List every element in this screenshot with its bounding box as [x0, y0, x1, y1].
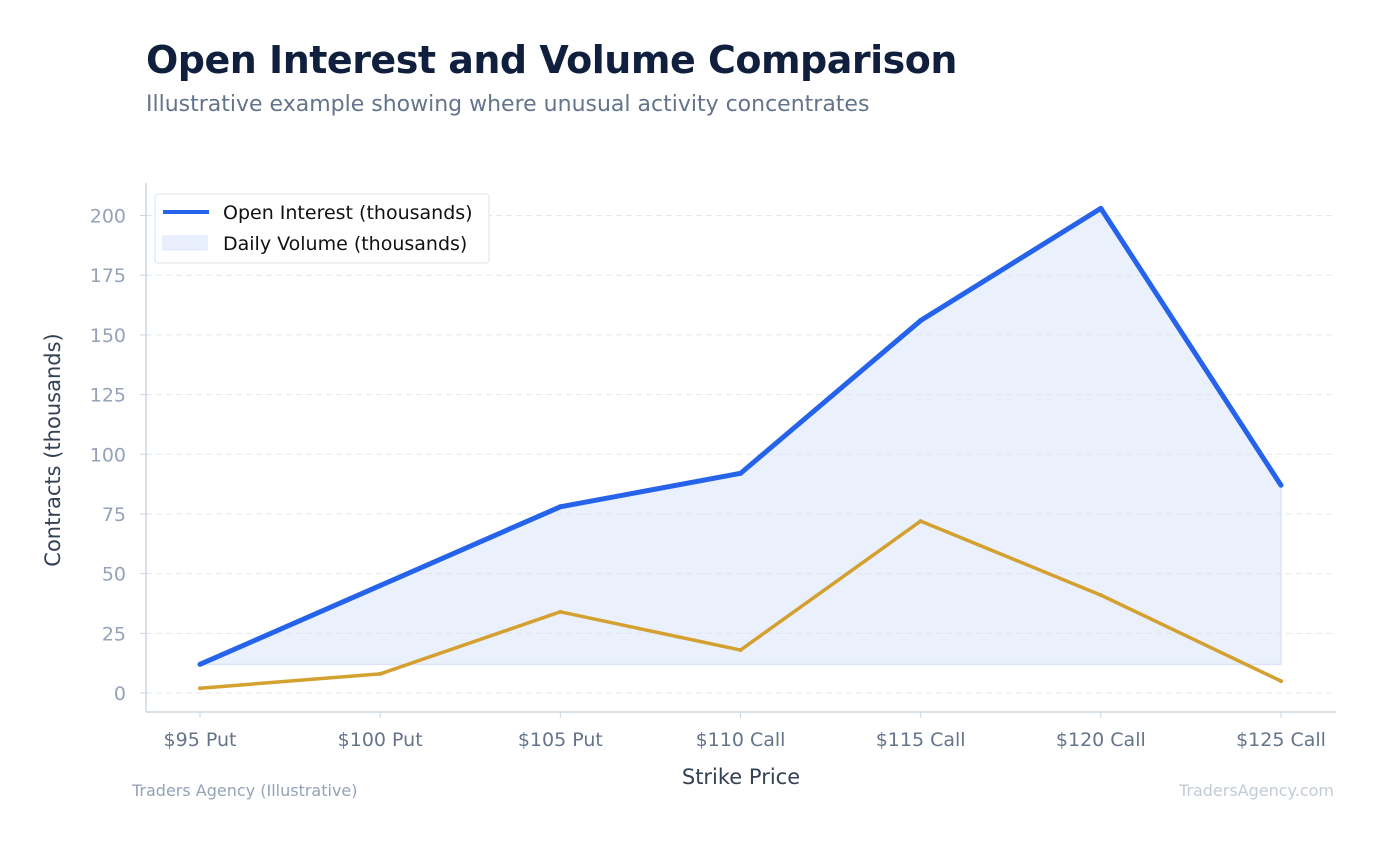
x-tick-label: $115 Call [876, 729, 966, 751]
legend-swatch-daily-volume [162, 235, 208, 251]
y-tick-label-75: 75 [102, 504, 126, 526]
y-tick-label-50: 50 [102, 564, 126, 586]
open-interest-point [1278, 482, 1284, 488]
chart-title: Open Interest and Volume Comparison [146, 38, 957, 82]
y-tick-label-125: 125 [90, 385, 126, 407]
footer-watermark: TradersAgency.com [1178, 781, 1334, 800]
daily-volume-point [198, 686, 202, 691]
x-axis-label: Strike Price [682, 765, 800, 789]
open-interest-point [1098, 205, 1104, 211]
legend-label-daily-volume: Daily Volume (thousands) [223, 233, 467, 255]
legend: Open Interest (thousands) Daily Volume (… [154, 193, 490, 264]
daily-volume-point [918, 519, 923, 524]
open-interest-point [197, 661, 203, 667]
y-tick-label-200: 200 [90, 206, 126, 228]
x-tick-label: $105 Put [518, 729, 603, 751]
daily-volume-point [1279, 679, 1283, 684]
daily-volume-point [378, 671, 383, 676]
daily-volume-point [738, 648, 743, 653]
open-interest-point [557, 504, 563, 510]
y-tick-label-175: 175 [90, 265, 126, 287]
y-axis-label: Contracts (thousands) [41, 333, 65, 566]
y-tick-label-0: 0 [114, 683, 126, 705]
y-tick-label-25: 25 [102, 623, 126, 645]
footer-source: Traders Agency (Illustrative) [131, 781, 358, 800]
open-interest-point [738, 470, 743, 476]
chart-subtitle: Illustrative example showing where unusu… [146, 92, 870, 117]
x-tick-label: $95 Put [164, 729, 237, 751]
open-interest-point [377, 583, 383, 589]
x-tick-label: $125 Call [1236, 729, 1326, 751]
x-tick-label: $110 Call [696, 729, 786, 751]
y-tick-label-150: 150 [90, 325, 126, 347]
x-tick-label: $120 Call [1056, 729, 1146, 751]
open-interest-point [918, 318, 924, 324]
series-lines [197, 205, 1284, 691]
daily-volume-point [1098, 593, 1103, 598]
legend-label-open-interest: Open Interest (thousands) [223, 202, 473, 224]
daily-volume-point [558, 609, 563, 614]
x-tick-labels: $95 Put $100 Put $105 Put $110 Call $115 Cal… [164, 729, 1326, 751]
axes [145, 183, 1336, 718]
x-tick-label: $100 Put [338, 729, 423, 751]
y-tick-labels: 0 25 50 75 100 125 150 175 200 [90, 206, 126, 706]
legend-box [154, 193, 490, 264]
y-tick-label-100: 100 [90, 444, 126, 466]
